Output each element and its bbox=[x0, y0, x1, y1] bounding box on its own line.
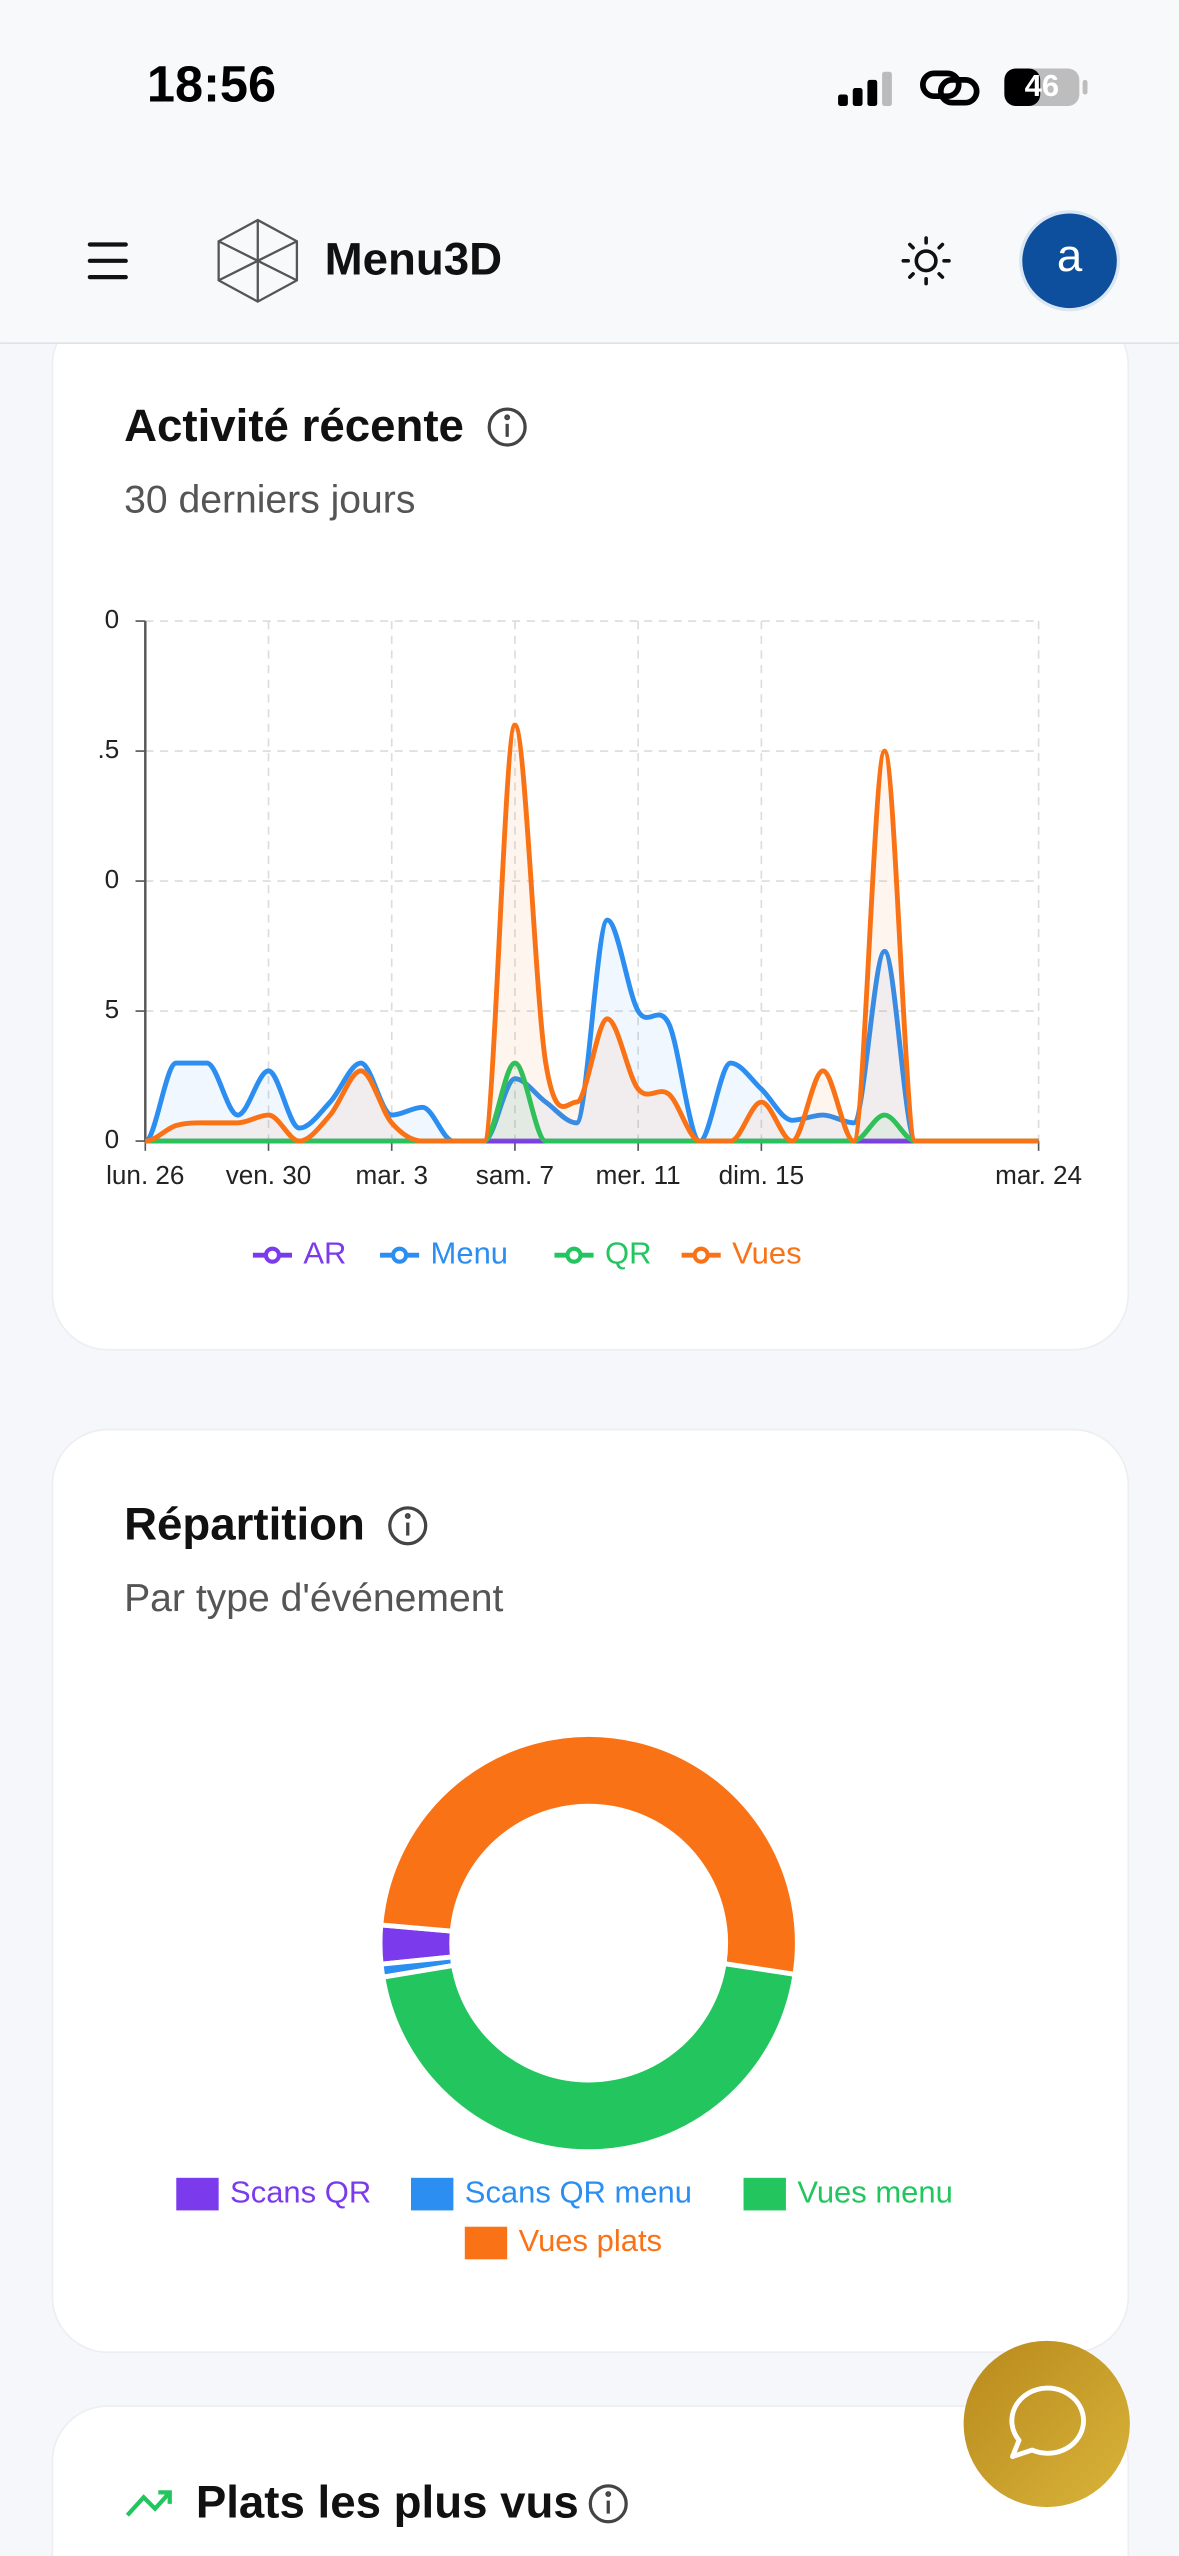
chat-icon bbox=[1009, 2385, 1086, 2460]
logo-icon[interactable] bbox=[217, 218, 299, 303]
pie-slice bbox=[380, 1960, 798, 2155]
battery-tip bbox=[1082, 79, 1088, 95]
x-tick-label: mar. 3 bbox=[355, 1160, 427, 1190]
legend-swatch bbox=[263, 1246, 282, 1264]
legend-label: Scans QR bbox=[230, 2174, 371, 2209]
card-title: Répartition bbox=[124, 1498, 365, 1549]
charts: 0 5 0 .5 0 lun. 26 ven. 30 mar. 3 sam. 7 mer. 11 d… bbox=[97, 604, 1082, 2260]
y-tick-label: .5 bbox=[97, 734, 119, 764]
legend-swatch bbox=[464, 2226, 508, 2260]
trend-icon bbox=[125, 2491, 172, 2517]
trend-icon bbox=[158, 2490, 172, 2504]
y-tick-label: 0 bbox=[105, 604, 120, 634]
legend-label: Menu bbox=[431, 1235, 508, 1270]
legend-label: Scans QR menu bbox=[465, 2174, 692, 2209]
avatar[interactable] bbox=[1019, 210, 1121, 312]
header bbox=[0, 0, 1179, 343]
y-tick-label: 5 bbox=[105, 994, 120, 1024]
legend-label: Vues plats bbox=[519, 2223, 662, 2258]
menu-button[interactable] bbox=[87, 242, 128, 280]
signal-icon bbox=[838, 71, 892, 106]
card bbox=[51, 1428, 1130, 2354]
legend-label: AR bbox=[303, 1235, 346, 1270]
card bbox=[51, 308, 1130, 1351]
card-subtitle: Par type d'événement bbox=[124, 1577, 503, 1620]
y-tick-label: 0 bbox=[105, 864, 120, 894]
legend-label: Vues menu bbox=[797, 2174, 953, 2209]
info-icon[interactable] bbox=[388, 1506, 428, 1546]
y-tick-label: 0 bbox=[105, 1124, 120, 1154]
info-icon[interactable] bbox=[588, 2484, 628, 2524]
status-time: 18:56 bbox=[147, 55, 276, 112]
brand[interactable]: Menu3D bbox=[325, 234, 502, 285]
legend-swatch bbox=[692, 1246, 710, 1264]
card-title: Activité récente bbox=[124, 400, 464, 451]
x-tick-label: mer. 11 bbox=[596, 1160, 681, 1190]
link-icon bbox=[920, 70, 980, 106]
card-subtitle: 30 derniers jours bbox=[124, 478, 415, 521]
info-icon[interactable] bbox=[487, 407, 527, 447]
battery-text: 46 bbox=[1025, 68, 1059, 103]
battery-level bbox=[1004, 68, 1041, 106]
legend-swatch bbox=[411, 2177, 454, 2211]
theme-toggle[interactable] bbox=[901, 236, 951, 286]
legend-label: QR bbox=[605, 1235, 651, 1270]
series-line bbox=[143, 917, 1039, 1144]
card bbox=[51, 2405, 1130, 2556]
pie-slice bbox=[378, 1731, 800, 1978]
x-tick-label: ven. 30 bbox=[226, 1160, 312, 1190]
x-tick-label: mar. 24 bbox=[995, 1160, 1082, 1190]
card-title: Plats les plus vus bbox=[196, 2477, 579, 2528]
x-tick-label: sam. 7 bbox=[476, 1160, 554, 1190]
series-line bbox=[144, 722, 1039, 1144]
legend-swatch bbox=[391, 1246, 409, 1264]
x-tick-label: lun. 26 bbox=[106, 1160, 184, 1190]
avatar-letter: a bbox=[1057, 230, 1083, 281]
legend-swatch bbox=[565, 1246, 583, 1264]
legend-label: Vues bbox=[732, 1235, 801, 1270]
chat-button[interactable] bbox=[963, 2340, 1130, 2508]
x-tick-label: dim. 15 bbox=[719, 1160, 805, 1190]
legend-swatch bbox=[743, 2177, 786, 2211]
legend-swatch bbox=[176, 2177, 219, 2211]
